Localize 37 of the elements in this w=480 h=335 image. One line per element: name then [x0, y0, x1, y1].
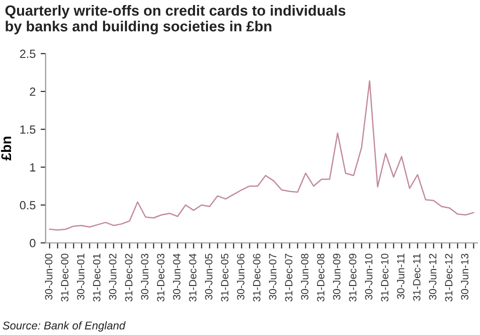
- x-tick-label: 30-Jun-13: [461, 254, 468, 300]
- x-tick-label: 31-Dec-08: [317, 254, 324, 302]
- x-tick-label: 31-Dec-03: [157, 254, 164, 302]
- x-tick-label: 30-Jun-01: [77, 254, 84, 300]
- x-tick-label: 31-Dec-10: [381, 254, 388, 302]
- x-tick-label: 31-Dec-05: [221, 254, 228, 302]
- y-tick-label: 2.5: [20, 50, 36, 58]
- x-tick-label: 30-Jun-05: [205, 254, 212, 300]
- x-tick-label: 30-Jun-09: [333, 254, 340, 300]
- x-tick-label: 30-Jun-00: [45, 254, 52, 300]
- y-axis-title: £bn: [0, 136, 12, 160]
- x-tick-label: 30-Jun-12: [429, 254, 436, 300]
- x-tick-label: 30-Jun-08: [301, 254, 308, 300]
- x-tick-label: 30-Jun-11: [397, 254, 404, 300]
- x-tick-label: 30-Jun-03: [141, 254, 148, 300]
- x-tick-label: 30-Jun-02: [109, 254, 116, 300]
- x-tick-label: 31-Dec-11: [413, 254, 420, 301]
- x-tick-label: 31-Dec-06: [253, 254, 260, 302]
- x-tick-label: 31-Dec-07: [285, 254, 292, 302]
- x-tick-label: 30-Jun-10: [365, 254, 372, 300]
- y-tick-label: 0.5: [20, 201, 36, 210]
- x-tick-label: 31-Dec-12: [445, 254, 452, 302]
- x-tick-label: 31-Dec-02: [125, 254, 132, 302]
- x-tick-label: 31-Dec-09: [349, 254, 356, 302]
- x-tick-label: 31-Dec-00: [61, 254, 68, 302]
- x-tick-label: 31-Dec-01: [93, 254, 100, 302]
- y-tick-label: 1: [30, 163, 36, 172]
- line-series: [48, 80, 474, 231]
- source-note: Source: Bank of England: [2, 321, 126, 332]
- x-tick-label: 30-Jun-06: [237, 254, 244, 300]
- x-tick-label: 30-Jun-07: [269, 254, 276, 300]
- chart-title: Quarterly write-offs on credit cards to individuals by banks and building societies in £bn: [5, 5, 346, 34]
- x-tick-label: 31-Dec-04: [189, 254, 196, 302]
- y-tick-label: 0: [30, 238, 36, 248]
- x-tick-label: 30-Jun-04: [173, 254, 180, 300]
- y-tick-label: 2: [30, 87, 36, 96]
- y-tick-label: 1.5: [20, 125, 36, 134]
